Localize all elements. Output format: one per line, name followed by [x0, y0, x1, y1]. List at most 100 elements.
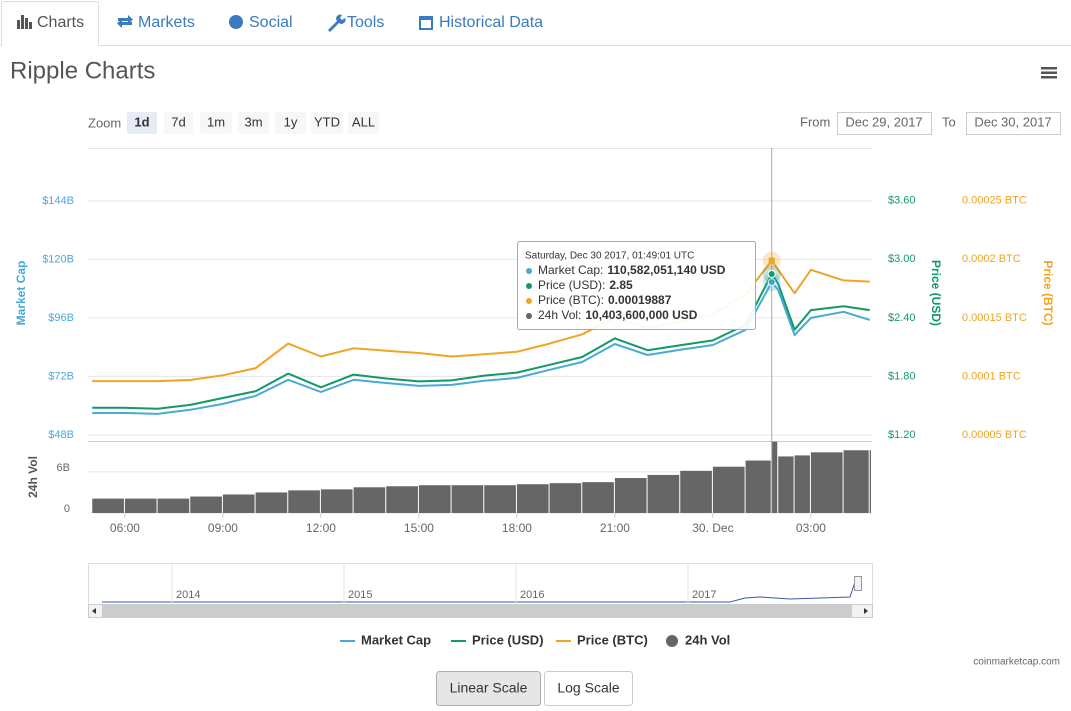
y2-tick-label: $3.60 — [888, 195, 916, 207]
x-tick-label: 15:00 — [404, 521, 434, 535]
zoom-button[interactable] — [348, 112, 379, 134]
tooltip-item: Market Cap: 110,582,051,140 USD — [538, 263, 726, 277]
volume-bar — [647, 474, 680, 513]
tooltip-bullet — [526, 283, 532, 289]
scale-button[interactable] — [436, 671, 541, 706]
x-tick-label: 30. Dec — [692, 521, 733, 535]
legend-label[interactable]: Price (USD) — [472, 632, 544, 647]
tooltip-label: Price (BTC): — [538, 293, 604, 307]
tools-icon — [328, 14, 346, 32]
active-tab — [1, 1, 99, 46]
volume-bar — [418, 485, 451, 513]
zoom-button-label[interactable]: ALL — [352, 114, 375, 129]
to-input[interactable] — [966, 112, 1061, 135]
tab[interactable]: Tools — [347, 14, 384, 31]
tooltip-value: 10,403,600,000 USD — [585, 308, 697, 322]
y2-tick-label: $3.00 — [888, 253, 916, 265]
tooltip-bullet — [526, 298, 532, 304]
charts-icon — [17, 15, 32, 29]
volume-bar — [516, 484, 549, 513]
y3-tick-label: 0.00015 BTC — [962, 312, 1027, 324]
zoom-button[interactable] — [311, 112, 343, 134]
tab[interactable]: Historical Data — [439, 14, 543, 31]
navigator-year: 2014 — [176, 589, 200, 601]
from-input[interactable] — [837, 112, 932, 135]
volume-bar — [843, 450, 869, 513]
volume-bar — [869, 450, 871, 513]
tooltip-box — [517, 241, 756, 330]
volume-bar — [255, 492, 288, 513]
from-date[interactable]: Dec 29, 2017 — [845, 114, 922, 129]
y-tick-label: $96B — [48, 312, 74, 324]
x-tick-label: 06:00 — [110, 521, 140, 535]
zoom-button-label[interactable]: 7d — [171, 114, 185, 129]
x-tick-label: 18:00 — [502, 521, 532, 535]
y3-tick-label: 0.00025 BTC — [962, 195, 1027, 207]
zoom-button-label[interactable]: YTD — [314, 114, 340, 129]
scale-button[interactable] — [544, 671, 633, 706]
page-title: Ripple Charts — [10, 57, 155, 84]
to-date[interactable]: Dec 30, 2017 — [974, 114, 1051, 129]
social-icon — [229, 15, 243, 29]
volume-bar — [320, 489, 353, 513]
navigator-frame — [88, 563, 873, 618]
navigator-year: 2017 — [692, 589, 716, 601]
y-tick-label: $72B — [48, 370, 74, 382]
hover-point — [767, 278, 776, 287]
volume-bar — [794, 455, 810, 513]
tab[interactable]: Charts — [37, 14, 84, 31]
y-tick-label: $48B — [48, 429, 74, 441]
volume-bar — [549, 483, 582, 513]
to-label: To — [942, 114, 956, 129]
tooltip-bullet — [526, 268, 532, 274]
x-tick-label: 12:00 — [306, 521, 336, 535]
volume-bar — [745, 460, 771, 513]
legend-label[interactable]: Price (BTC) — [577, 632, 648, 647]
volume-bar — [92, 498, 124, 513]
markets-icon — [117, 15, 133, 28]
tooltip-value: 2.85 — [609, 278, 633, 292]
zoom-button[interactable] — [127, 112, 157, 134]
zoom-button[interactable] — [238, 112, 269, 134]
tooltip-bullet — [526, 313, 532, 319]
y-tick-label: $144B — [42, 195, 74, 207]
volume-bar — [353, 487, 386, 513]
volume-bar — [771, 441, 778, 513]
volume-bar — [124, 498, 157, 513]
volume-bar — [451, 485, 484, 513]
volume-bar — [778, 456, 794, 513]
navigator-year: 2015 — [348, 589, 372, 601]
zoom-button-label[interactable]: 1m — [207, 114, 225, 129]
volume-bar — [484, 485, 516, 513]
zoom-button[interactable] — [275, 112, 306, 134]
tab[interactable]: Social — [249, 14, 293, 31]
zoom-button-label[interactable]: 3m — [244, 114, 262, 129]
tooltip: Saturday, Dec 30 2017, 01:49:01 UTCMarke… — [517, 241, 756, 330]
legend-label[interactable]: 24h Vol — [685, 632, 730, 647]
scale-button-label[interactable]: Log Scale — [557, 680, 619, 696]
zoom-button-label[interactable]: 1d — [134, 114, 149, 129]
hover-point — [768, 257, 775, 264]
y-axis-title: Market Cap — [14, 261, 28, 326]
x-tick-label: 03:00 — [796, 521, 826, 535]
tab[interactable]: Markets — [138, 14, 195, 31]
series-line — [92, 273, 870, 410]
y2-tick-label: $2.40 — [888, 312, 916, 324]
y3-tick-label: 0.0001 BTC — [962, 370, 1021, 382]
volume-bar — [614, 478, 647, 513]
zoom-button[interactable] — [200, 112, 232, 134]
tooltip-label: Market Cap: — [538, 263, 603, 277]
volume-bar — [810, 452, 843, 513]
menu-icon[interactable] — [1041, 67, 1057, 79]
legend-label[interactable]: Market Cap — [361, 632, 431, 647]
tooltip-item: 24h Vol: 10,403,600,000 USD — [538, 308, 698, 322]
zoom-button[interactable] — [164, 112, 193, 134]
zoom-button-label[interactable]: 1y — [284, 114, 298, 129]
series-line — [92, 281, 870, 415]
scale-button-label[interactable]: Linear Scale — [450, 680, 528, 696]
y3-axis-title: Price (BTC) — [1041, 260, 1055, 325]
from-label: From — [800, 114, 830, 129]
navigator-year: 2016 — [520, 589, 544, 601]
credit: coinmarketcap.com — [973, 657, 1060, 668]
